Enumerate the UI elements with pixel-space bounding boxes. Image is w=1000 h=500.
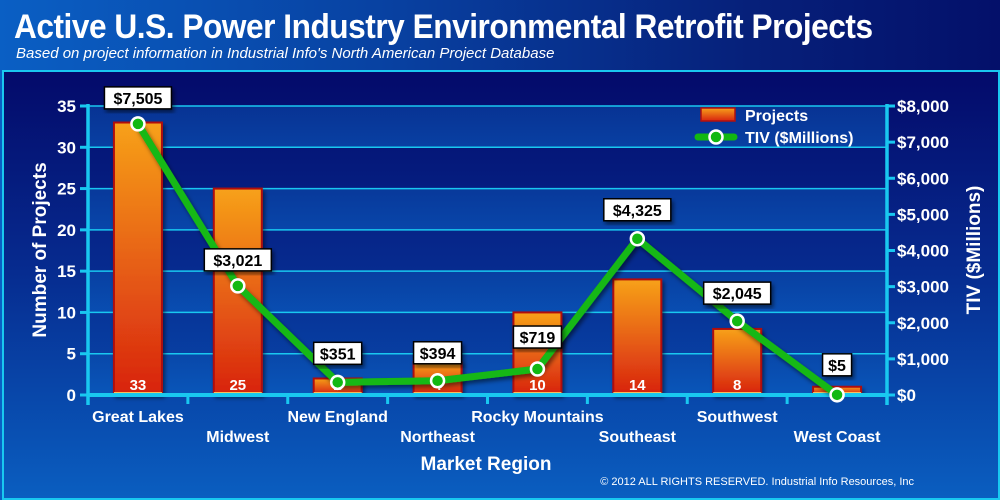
tiv-label-text: $351	[320, 346, 356, 363]
y2-tick-label: $1,000	[897, 350, 949, 369]
y2-tick-label: $0	[897, 386, 916, 405]
tiv-label-box	[203, 248, 273, 272]
x-tick-label: West Coast	[794, 429, 882, 446]
tiv-line	[134, 122, 840, 398]
x-axis-title: Market Region	[421, 454, 552, 475]
bar-great-lakes	[112, 121, 163, 395]
tiv-point	[329, 374, 346, 391]
y2-tick-label: $7,000	[897, 133, 949, 152]
tiv-label-box	[603, 198, 672, 222]
x-tick-label: Northeast	[400, 429, 475, 446]
y-tick-label: 10	[57, 303, 76, 322]
tiv-value-label: $7,505	[103, 86, 173, 110]
tiv-value-label: $394	[412, 341, 463, 365]
y-axis-title: Number of Projects	[30, 162, 51, 337]
y2-axis-title: TIV ($Millions)	[964, 186, 985, 315]
tiv-point	[529, 361, 546, 377]
legend-tiv-marker	[708, 129, 724, 145]
copyright-notice: © 2012 ALL RIGHTS RESERVED. Industrial I…	[600, 476, 914, 488]
tiv-line-group	[130, 116, 845, 403]
y-tick-label: 5	[67, 345, 76, 364]
tiv-label-text: $7,505	[113, 91, 162, 108]
y2-tick-label: $8,000	[897, 97, 949, 116]
tiv-value-label: $4,325	[603, 198, 672, 222]
bar-value-label: 8	[733, 377, 741, 394]
tiv-value-label: $2,045	[702, 281, 772, 305]
y2-tick-label: $3,000	[897, 278, 949, 297]
tiv-labels-group: $7,505 $3,021 $351 $394 $719 $4,325 $2,045 $5	[103, 86, 853, 377]
legend-projects-swatch	[700, 107, 736, 122]
tiv-label-box	[512, 325, 563, 349]
x-tick-label: Great Lakes	[92, 409, 184, 426]
tiv-value-label: $3,021	[203, 248, 273, 272]
legend-tiv-label: TIV ($Millions)	[745, 130, 853, 147]
chart-subtitle: Based on project information in Industri…	[16, 45, 555, 62]
tiv-label-box	[103, 86, 173, 110]
tiv-point	[729, 313, 745, 329]
tiv-label-text: $394	[420, 346, 456, 363]
tiv-value-label: $5	[821, 353, 853, 377]
plot-stripe	[88, 188, 887, 230]
y2-tick-label: $4,000	[897, 242, 949, 261]
tiv-point	[429, 373, 446, 389]
chart-title: Active U.S. Power Industry Environmental…	[14, 8, 873, 46]
tiv-label-text: $5	[828, 358, 846, 375]
y-tick-label: 15	[57, 262, 76, 281]
tiv-point	[230, 278, 246, 294]
x-tick-label: Southeast	[599, 429, 677, 446]
y2-tick-label: $2,000	[897, 314, 949, 333]
bar-value-label: 25	[229, 377, 246, 394]
tiv-label-box	[821, 353, 853, 377]
tiv-label-text: $719	[520, 330, 556, 347]
bar-value-label: 10	[529, 377, 546, 394]
legend-projects-label: Projects	[745, 108, 808, 125]
y-tick-label: 30	[57, 138, 76, 157]
tiv-point	[629, 231, 646, 247]
tiv-value-label: $719	[512, 325, 563, 349]
tiv-label-box	[412, 341, 463, 365]
bar-value-label: 33	[130, 377, 147, 394]
x-tick-label: New England	[287, 409, 387, 426]
tiv-value-label: $351	[312, 341, 363, 366]
bar-value-label: 14	[629, 377, 646, 394]
tiv-label-text: $3,021	[213, 253, 262, 270]
tiv-label-box	[312, 341, 363, 366]
tiv-point	[130, 116, 146, 132]
tiv-label-text: $2,045	[713, 286, 762, 303]
y-tick-label: 0	[67, 386, 76, 405]
tiv-point	[829, 387, 845, 403]
y2-tick-label: $5,000	[897, 205, 949, 224]
y-tick-label: 35	[57, 97, 76, 116]
legend: Projects TIV ($Millions)	[694, 107, 853, 147]
x-tick-label: Rocky Mountains	[471, 409, 604, 426]
x-tick-label: Southwest	[697, 409, 779, 426]
tiv-label-text: $4,325	[613, 203, 662, 220]
axes-group: 0 5 10 15 20 25 30 35 $0 $1,000 $2,000 $3,000 $4,000…	[57, 97, 949, 446]
tiv-label-box	[702, 281, 772, 305]
x-tick-label: Midwest	[206, 429, 270, 446]
y2-tick-label: $6,000	[897, 169, 949, 188]
y-tick-label: 25	[57, 180, 76, 199]
plot-stripe	[88, 106, 887, 148]
y-tick-label: 20	[57, 221, 76, 240]
